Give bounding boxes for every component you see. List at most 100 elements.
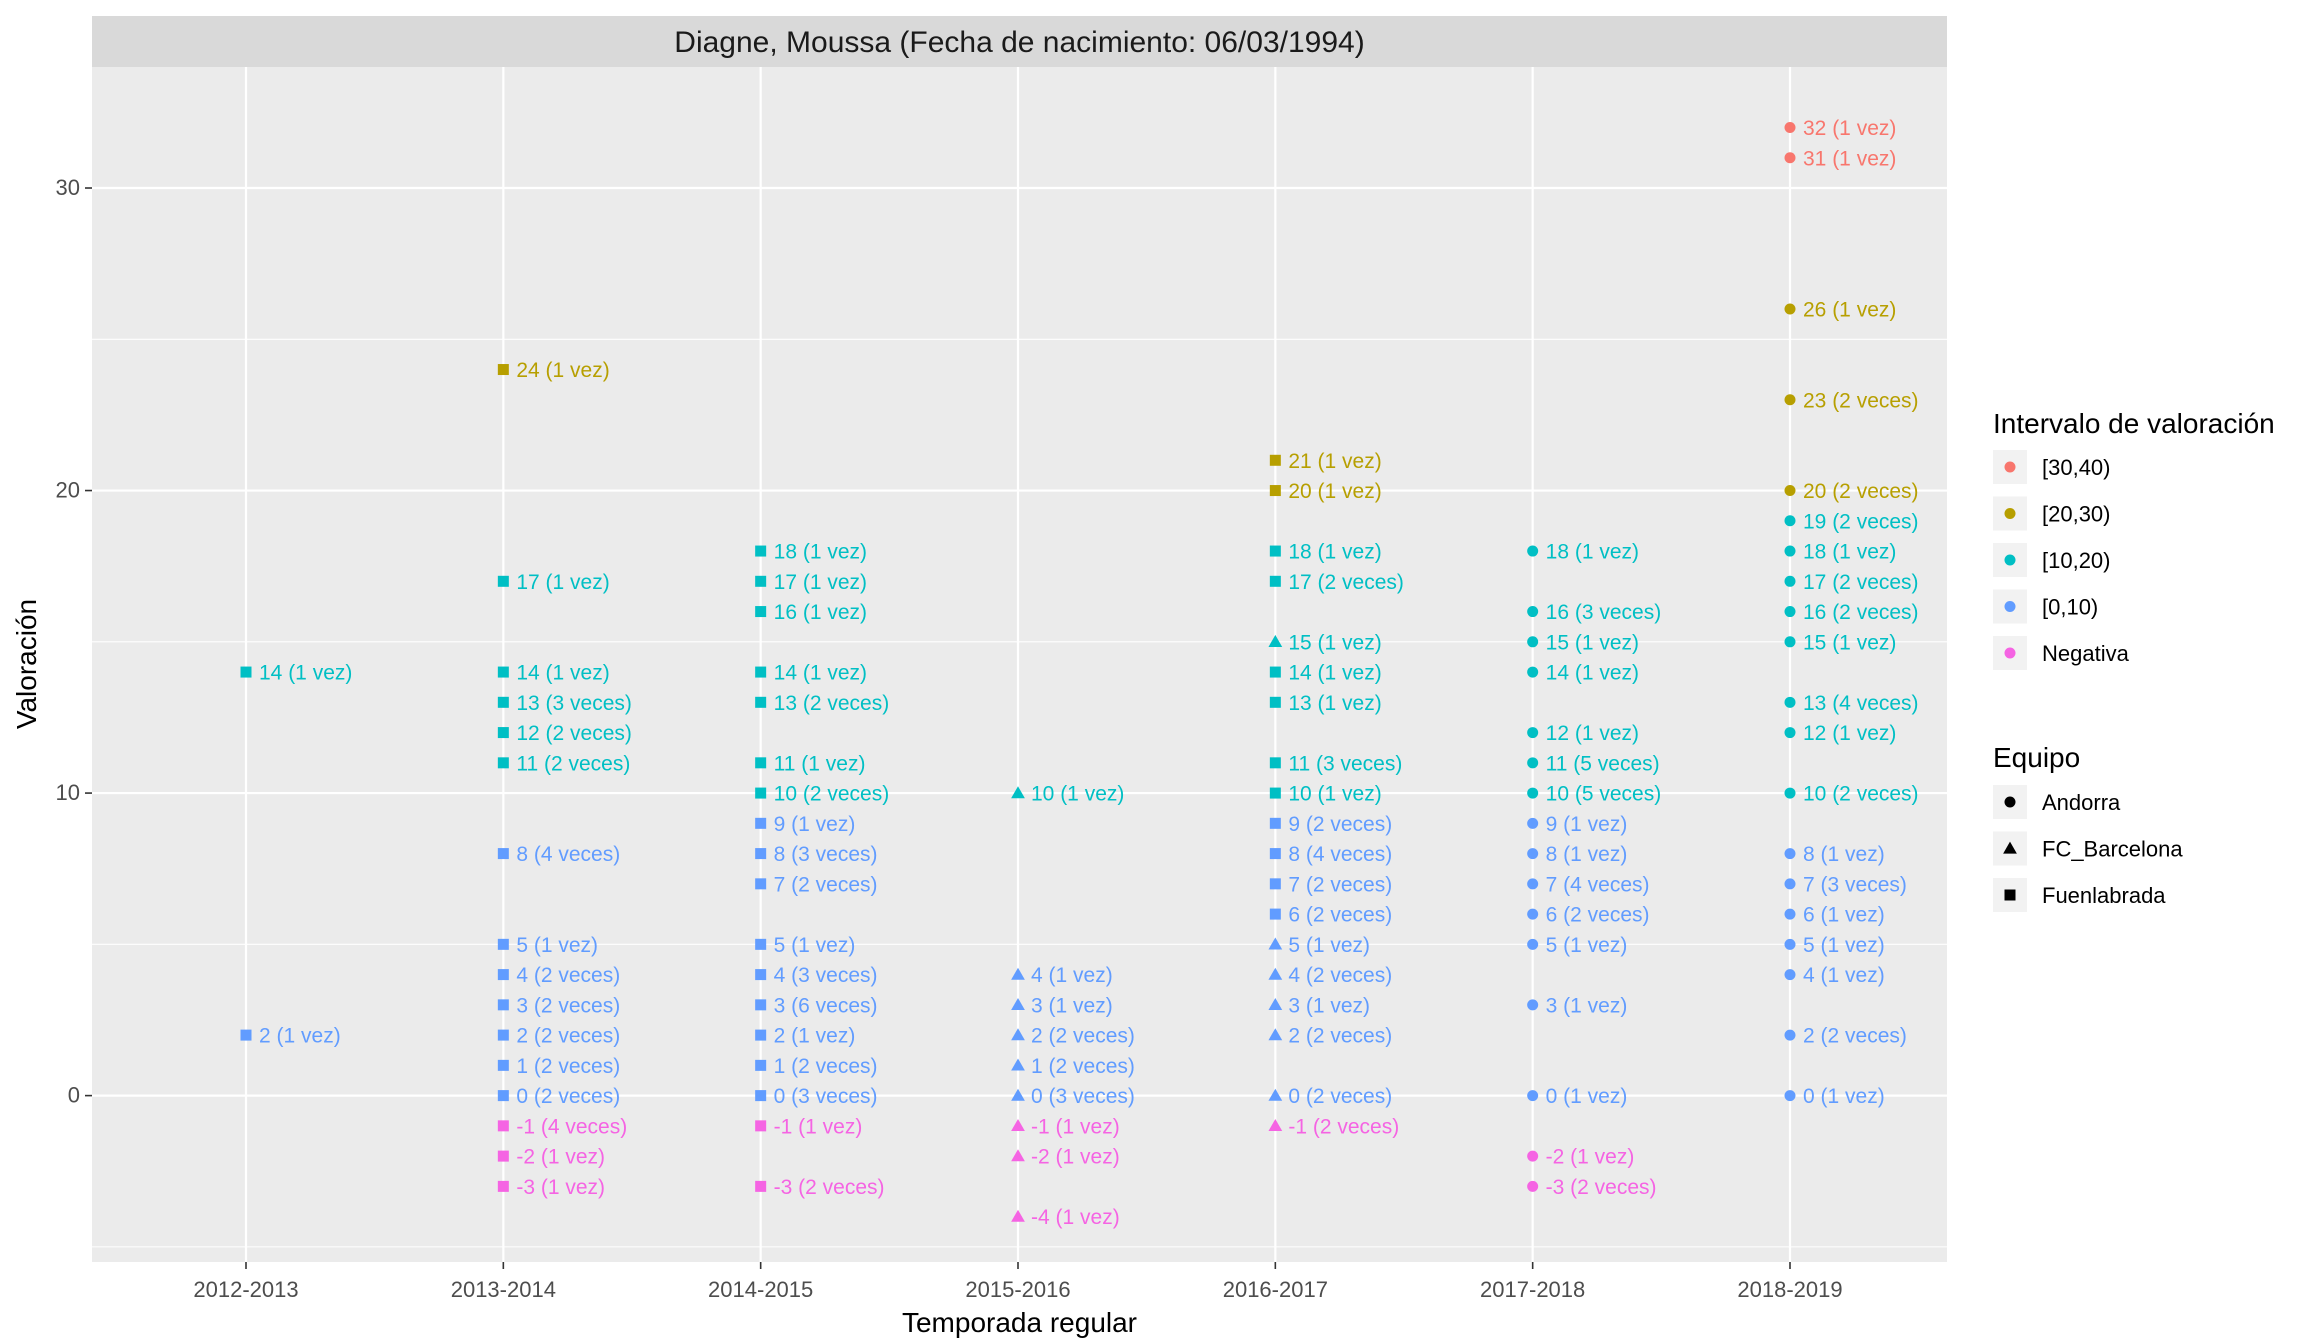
data-label: 11 (2 veces) — [516, 752, 630, 775]
legend-color-label: Negativa — [2042, 641, 2130, 666]
data-point — [1527, 1150, 1539, 1162]
data-label: 2 (2 veces) — [1803, 1025, 1907, 1048]
data-point — [1269, 575, 1281, 587]
data-label: 7 (2 veces) — [774, 873, 878, 896]
data-label: 31 (1 vez) — [1803, 147, 1896, 170]
data-label: 3 (1 vez) — [1546, 994, 1628, 1017]
data-point — [1527, 1090, 1539, 1102]
data-point — [1269, 757, 1281, 769]
data-label: 9 (1 vez) — [774, 813, 856, 836]
data-point — [497, 575, 509, 587]
data-point — [1527, 817, 1539, 829]
data-point — [497, 1150, 509, 1162]
data-label: 17 (2 veces) — [1803, 571, 1919, 594]
data-point — [755, 696, 767, 708]
data-point — [1784, 1029, 1796, 1041]
legend-color-label: [10,20) — [2042, 548, 2111, 573]
legend-color: Intervalo de valoración [30,40) [20,30) [1… — [1993, 408, 2275, 670]
data-point — [1269, 848, 1281, 860]
data-label: 7 (3 veces) — [1803, 873, 1907, 896]
data-point — [1011, 1058, 1025, 1071]
data-point — [1527, 545, 1539, 557]
data-point — [497, 1120, 509, 1132]
data-label: 17 (1 vez) — [774, 571, 867, 594]
data-label: 0 (3 veces) — [774, 1085, 878, 1108]
data-label: -2 (1 vez) — [1546, 1146, 1635, 1169]
data-point — [1268, 634, 1283, 647]
data-point — [1784, 545, 1796, 557]
data-label: 13 (4 veces) — [1803, 692, 1919, 715]
data-label: 4 (3 veces) — [774, 964, 878, 987]
data-point — [1784, 485, 1796, 497]
data-label: -1 (2 veces) — [1288, 1115, 1399, 1138]
data-points — [240, 122, 1796, 1222]
y-tick-label: 10 — [56, 780, 80, 805]
data-label: 0 (3 veces) — [1031, 1085, 1135, 1108]
data-point — [755, 1090, 767, 1102]
data-label: 6 (2 veces) — [1288, 904, 1392, 927]
legend-color-key — [2004, 554, 2016, 566]
data-label: 18 (1 vez) — [774, 541, 867, 564]
data-label: -2 (1 vez) — [516, 1146, 605, 1169]
data-label: 19 (2 veces) — [1803, 510, 1919, 533]
data-label: 3 (1 vez) — [1031, 994, 1113, 1017]
data-point — [1527, 878, 1539, 890]
data-label: 0 (2 veces) — [516, 1085, 620, 1108]
data-point — [1011, 1149, 1025, 1162]
data-label: 6 (1 vez) — [1803, 904, 1885, 927]
data-label: 15 (1 vez) — [1803, 631, 1896, 654]
legend-color-label: [20,30) — [2042, 502, 2111, 527]
data-point — [1269, 666, 1281, 678]
data-point — [755, 545, 767, 557]
data-point — [1784, 394, 1796, 406]
data-point — [1784, 122, 1796, 134]
data-label: 0 (1 vez) — [1546, 1085, 1628, 1108]
data-point — [1269, 696, 1281, 708]
data-label: 20 (1 vez) — [1288, 480, 1381, 503]
data-point — [240, 666, 252, 678]
data-point — [755, 1029, 767, 1041]
data-label: 21 (1 vez) — [1288, 450, 1381, 473]
data-point — [497, 969, 509, 981]
data-label: 4 (2 veces) — [516, 964, 620, 987]
data-point — [1784, 908, 1796, 920]
y-axis-title: Valoración — [11, 599, 42, 729]
data-point — [1269, 454, 1281, 466]
data-label: 8 (3 veces) — [774, 843, 878, 866]
data-label: 10 (5 veces) — [1546, 783, 1662, 806]
data-label: 24 (1 vez) — [516, 359, 609, 382]
data-point — [1269, 545, 1281, 557]
data-label: -3 (2 veces) — [1546, 1176, 1657, 1199]
data-point — [1269, 817, 1281, 829]
data-label: 2 (2 veces) — [516, 1025, 620, 1048]
data-point — [240, 1029, 252, 1041]
data-point — [497, 1090, 509, 1102]
legend-color-key — [2004, 647, 2016, 659]
legend-color-key — [2004, 461, 2016, 473]
data-point — [1784, 787, 1796, 799]
data-point — [1784, 938, 1796, 950]
legend-color-title: Intervalo de valoración — [1993, 408, 2275, 439]
data-point — [755, 787, 767, 799]
y-tick-label: 0 — [68, 1083, 80, 1108]
data-point — [755, 878, 767, 890]
data-point — [1784, 575, 1796, 587]
data-label: 7 (2 veces) — [1288, 873, 1392, 896]
x-tick-label: 2013-2014 — [451, 1277, 556, 1302]
legend-color-label: [30,40) — [2042, 455, 2111, 480]
data-point — [1527, 908, 1539, 920]
data-label: 9 (1 vez) — [1546, 813, 1628, 836]
data-label: 18 (1 vez) — [1803, 541, 1896, 564]
x-tick-label: 2015-2016 — [965, 1277, 1070, 1302]
legend-shape: Equipo Andorra FC_Barcelona Fuenlabrada — [1993, 742, 2183, 912]
facet-strip — [92, 16, 1947, 67]
legend-color-key — [2004, 601, 2016, 612]
data-label: 11 (1 vez) — [774, 752, 866, 775]
data-label: 12 (2 veces) — [516, 722, 632, 745]
data-label: 3 (2 veces) — [516, 994, 620, 1017]
data-label: 26 (1 vez) — [1803, 299, 1896, 322]
data-label: 16 (1 vez) — [774, 601, 867, 624]
data-point — [1527, 727, 1539, 739]
data-label: 2 (2 veces) — [1288, 1025, 1392, 1048]
y-tick-label: 20 — [56, 478, 80, 503]
